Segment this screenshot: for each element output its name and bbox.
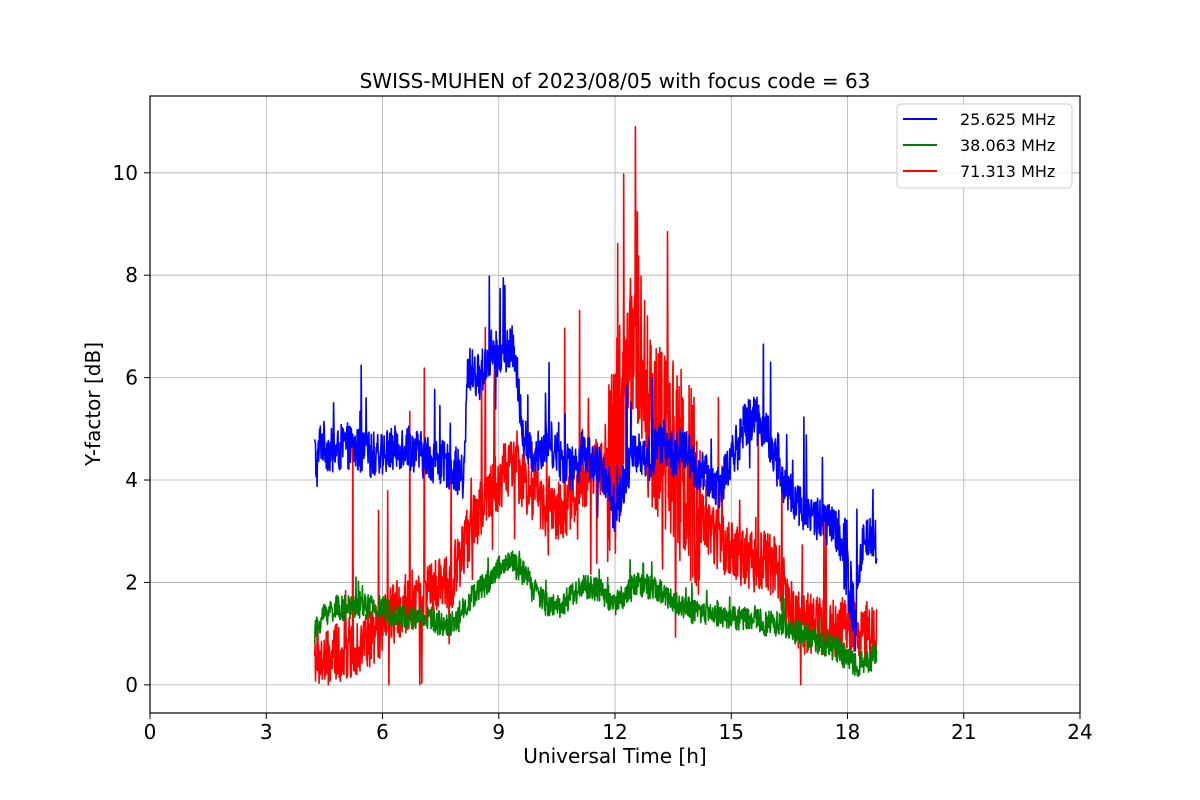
- y-tick-label: 4: [125, 468, 138, 492]
- y-tick-label: 2: [125, 570, 138, 594]
- legend: 25.625 MHz 38.063 MHz 71.313 MHz: [896, 103, 1073, 189]
- x-tick-label: 21: [951, 720, 976, 744]
- x-tick-label: 3: [260, 720, 273, 744]
- x-tick-label: 12: [602, 720, 627, 744]
- y-axis: 0 2 4 6 8 10: [113, 161, 150, 697]
- plot-lines: [313, 125, 878, 686]
- x-axis-label: Universal Time [h]: [523, 744, 706, 768]
- legend-label: 25.625 MHz: [960, 110, 1055, 129]
- x-tick-label: 6: [376, 720, 389, 744]
- chart-title: SWISS-MUHEN of 2023/08/05 with focus cod…: [360, 69, 871, 93]
- legend-label: 71.313 MHz: [960, 162, 1055, 181]
- y-tick-label: 0: [125, 673, 138, 697]
- y-tick-label: 10: [113, 161, 138, 185]
- y-axis-label: Y-factor [dB]: [81, 342, 105, 467]
- x-tick-label: 18: [835, 720, 860, 744]
- series-line-1: [313, 550, 878, 678]
- series-line-0: [313, 275, 878, 652]
- x-tick-label: 15: [719, 720, 744, 744]
- y-tick-label: 6: [125, 366, 138, 390]
- x-tick-label: 9: [492, 720, 505, 744]
- legend-box: [896, 103, 1073, 189]
- x-tick-label: 24: [1067, 720, 1092, 744]
- legend-label: 38.063 MHz: [960, 136, 1055, 155]
- x-axis: 0 3 6 9 12 15 18 21 24: [144, 713, 1093, 744]
- y-tick-label: 8: [125, 263, 138, 287]
- x-tick-label: 0: [144, 720, 157, 744]
